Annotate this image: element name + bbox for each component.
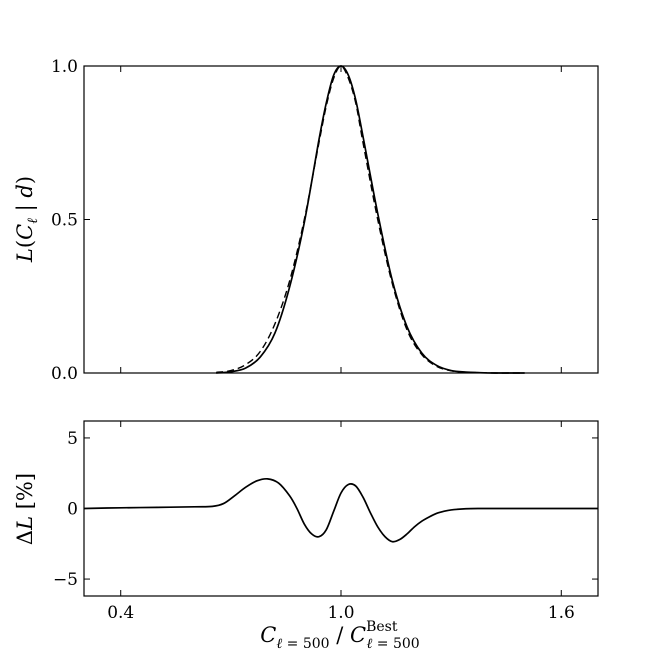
bottom-y-tick-label: 0 — [67, 500, 78, 520]
bottom-series — [83, 477, 598, 543]
top-series — [216, 65, 525, 374]
x-tick-label: 1.0 — [327, 603, 354, 623]
top-y-tick-label: 0.5 — [51, 211, 78, 231]
bottom-y-tick-label: −5 — [53, 570, 78, 590]
bottom-tick-labels: 0.4 1.0 1.6 −5 0 5 — [53, 429, 575, 623]
top-y-tick-labels: 0.0 0.5 1.0 — [51, 57, 78, 384]
top-series-solid-line — [216, 65, 525, 374]
bottom-series-solid-line — [83, 477, 598, 543]
bottom-y-axis-label: ΔL [%] — [13, 473, 37, 545]
top-panel: 0.0 0.5 1.0 L(Cℓ | d) — [13, 57, 599, 384]
top-plot-frame — [83, 65, 599, 374]
x-axis-label: Cℓ = 500 / CBest ℓ = 500 — [260, 619, 419, 652]
top-y-axis-label: L(Cℓ | d) — [13, 176, 41, 263]
top-series-dashed-line — [216, 65, 525, 374]
top-y-tick-label: 0.0 — [51, 364, 78, 384]
x-tick-label: 0.4 — [107, 603, 134, 623]
top-y-tick-label: 1.0 — [51, 57, 78, 77]
x-tick-label: 1.6 — [548, 603, 575, 623]
top-ticks — [84, 65, 598, 374]
bottom-y-tick-label: 5 — [67, 429, 78, 449]
bottom-panel: 0.4 1.0 1.6 −5 0 5 ΔL [%] — [13, 420, 599, 623]
